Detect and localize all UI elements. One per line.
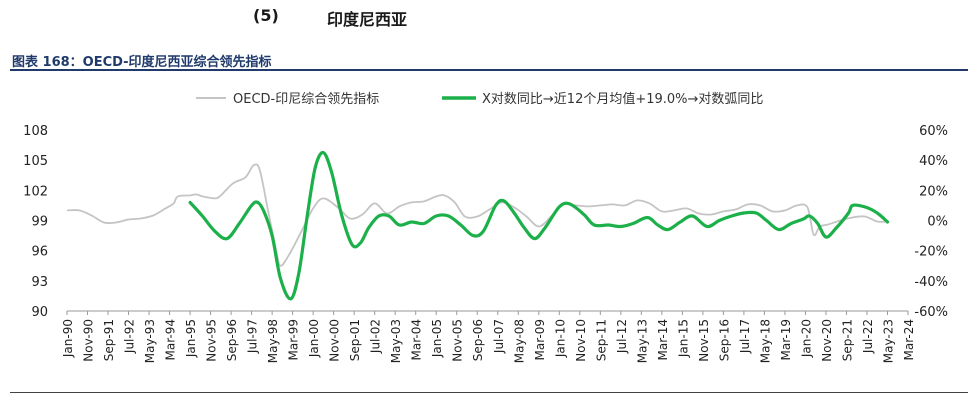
- x-axis-tick-label: Jul-07: [492, 319, 506, 354]
- left-axis-tick-label: 102: [23, 184, 48, 199]
- x-axis-tick-label: Sep-16: [717, 319, 731, 361]
- x-axis-tick-label: Jul-97: [246, 319, 260, 354]
- x-axis-tick-label: Mar-04: [410, 319, 424, 360]
- section-title: 印度尼西亚: [327, 10, 408, 29]
- x-axis-tick-label: May-03: [389, 319, 403, 363]
- right-axis-tick-label: 0%: [927, 215, 948, 230]
- x-axis-tick-label: Sep-06: [471, 319, 485, 361]
- legend-yoy-label: X对数同比→近12个月均值+19.0%→对数弧同比: [482, 91, 763, 107]
- left-axis-tick-label: 96: [31, 245, 48, 260]
- x-axis-tick-label: May-08: [512, 319, 526, 363]
- title-rule: [10, 69, 968, 71]
- left-axis-tick-label: 99: [31, 215, 48, 230]
- x-axis-tick-label: Jul-92: [123, 319, 137, 354]
- x-axis-tick-label: Nov-10: [574, 319, 588, 362]
- x-axis-tick-label: Mar-14: [656, 319, 670, 360]
- right-axis-tick-label: 60%: [919, 124, 948, 139]
- x-axis-tick-label: Nov-00: [328, 319, 342, 362]
- section-number: (5): [253, 6, 279, 25]
- x-axis-tick-label: Sep-91: [102, 319, 116, 361]
- bottom-rule: [10, 392, 968, 393]
- x-axis-tick-label: Nov-05: [451, 319, 465, 362]
- x-axis-tick-label: Nov-20: [820, 319, 834, 362]
- figure-title: 图表 168：OECD-印度尼西亚综合领先指标: [12, 55, 272, 70]
- x-axis-tick-label: May-18: [758, 319, 772, 363]
- right-axis-tick-label: 20%: [919, 184, 948, 199]
- left-axis-tick-label: 105: [23, 154, 48, 169]
- x-axis-tick-label: Nov-90: [82, 319, 96, 362]
- x-axis-tick-label: May-23: [881, 319, 895, 363]
- x-axis-tick-label: Jul-02: [369, 319, 383, 354]
- left-axis-tick-label: 108: [23, 124, 48, 139]
- right-axis-tick-label: -20%: [914, 245, 948, 260]
- right-axis-tick-label: -40%: [914, 275, 948, 290]
- x-axis-tick-label: May-93: [143, 319, 157, 363]
- left-axis-tick-label: 90: [31, 305, 48, 320]
- x-axis-tick-label: Jan-20: [799, 319, 813, 358]
- x-axis-tick-label: Jan-10: [553, 319, 567, 358]
- x-axis-tick-label: Jan-05: [430, 319, 444, 358]
- x-axis-tick-label: Sep-21: [840, 319, 854, 361]
- x-axis-tick-label: Mar-09: [533, 319, 547, 360]
- x-axis-tick-label: Jan-95: [184, 319, 198, 358]
- section-heading: (5) 印度尼西亚: [0, 6, 978, 30]
- x-axis-tick-label: Nov-15: [697, 319, 711, 362]
- x-axis-tick-label: May-13: [635, 319, 649, 363]
- x-axis-tick-label: Jan-90: [61, 319, 75, 358]
- x-axis-tick-label: Mar-94: [164, 319, 178, 360]
- left-axis-tick-label: 93: [31, 275, 48, 290]
- x-axis-tick-label: Jul-12: [615, 319, 629, 354]
- x-axis-tick-label: Jan-15: [676, 319, 690, 358]
- x-axis-tick-label: Sep-11: [594, 319, 608, 361]
- x-axis-tick-label: Jul-17: [738, 319, 752, 354]
- x-axis-tick-label: Jan-00: [307, 319, 321, 358]
- x-axis-tick-label: Mar-99: [287, 319, 301, 360]
- series-oecd-line: [66, 163, 888, 267]
- x-axis-tick-label: Nov-95: [205, 319, 219, 362]
- x-axis-tick-label: May-98: [266, 319, 280, 363]
- legend-oecd-label: OECD-印尼综合领先指标: [233, 92, 379, 107]
- x-axis-tick-label: Mar-19: [779, 319, 793, 360]
- x-axis-tick-label: Jul-22: [861, 319, 875, 354]
- x-axis-tick-label: Sep-01: [348, 319, 362, 361]
- x-axis-tick-label: Sep-96: [225, 319, 239, 361]
- right-axis-tick-label: -60%: [914, 305, 948, 320]
- x-axis-tick-label: Mar-24: [902, 319, 916, 360]
- right-axis-tick-label: 40%: [919, 154, 948, 169]
- series-yoy-line: [188, 150, 890, 301]
